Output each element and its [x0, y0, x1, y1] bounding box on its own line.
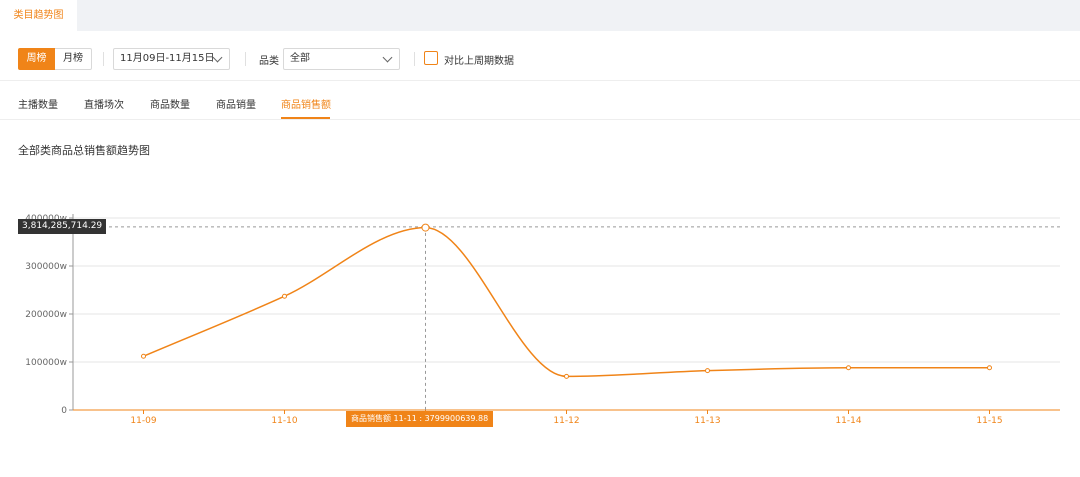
compare-checkbox[interactable]: [424, 51, 438, 65]
divider: [103, 52, 104, 66]
tab-anchor-count[interactable]: 主播数量: [18, 100, 58, 111]
data-point: [987, 365, 992, 371]
y-tick-label: 200000w: [25, 310, 67, 320]
data-point: [141, 353, 146, 359]
x-tick-label: 11-14: [835, 416, 861, 426]
data-point: [421, 223, 430, 232]
date-range-select[interactable]: 11月09日-11月15日: [113, 48, 230, 70]
tab-product-count[interactable]: 商品数量: [150, 100, 190, 111]
top-tab-bar: 类目趋势图: [0, 0, 1080, 31]
monthly-button[interactable]: 月榜: [55, 48, 92, 70]
date-range-value: 11月09日-11月15日: [120, 53, 215, 64]
grid-lines: [73, 217, 1060, 363]
series-line: [143, 226, 990, 378]
crosshair: [73, 226, 1060, 410]
y-tick-label: 300000w: [25, 262, 67, 272]
compare-label: 对比上周期数据: [444, 56, 514, 67]
x-tick-label: 11-09: [130, 416, 156, 426]
tab-category-trend[interactable]: 类目趋势图: [0, 0, 77, 31]
data-point: [705, 368, 710, 374]
divider: [414, 52, 415, 66]
tab-product-sales-volume[interactable]: 商品销量: [216, 100, 256, 111]
divider: [0, 80, 1080, 81]
tab-live-sessions[interactable]: 直播场次: [84, 100, 124, 111]
divider: [245, 52, 246, 66]
category-select[interactable]: 全部: [283, 48, 400, 70]
chart-title: 全部类商品总销售额趋势图: [18, 144, 150, 157]
category-label: 品类: [259, 56, 279, 67]
tab-product-sales-amount[interactable]: 商品销售额: [281, 100, 331, 111]
x-tick-label: 11-10: [271, 416, 297, 426]
weekly-button[interactable]: 周榜: [18, 48, 55, 70]
y-value-tooltip: 3,814,285,714.29: [18, 219, 107, 234]
data-point: [564, 373, 569, 379]
y-tick-label: 0: [61, 406, 67, 416]
divider: [0, 119, 1080, 120]
data-point: [846, 365, 851, 371]
x-tick-label: 11-15: [976, 416, 1002, 426]
x-tick-label: 11-12: [553, 416, 579, 426]
y-axis: 0100000w200000w300000w400000w: [25, 214, 74, 416]
active-tab-indicator: [281, 117, 330, 119]
category-value: 全部: [290, 53, 310, 64]
y-tick-label: 100000w: [25, 358, 67, 368]
period-toggle: 周榜 月榜: [18, 48, 92, 70]
x-tick-label: 11-13: [694, 416, 720, 426]
data-point: [282, 293, 287, 299]
x-value-tooltip: 商品销售额 11-11 : 3799900639.88: [346, 411, 494, 427]
data-points: [141, 223, 992, 379]
